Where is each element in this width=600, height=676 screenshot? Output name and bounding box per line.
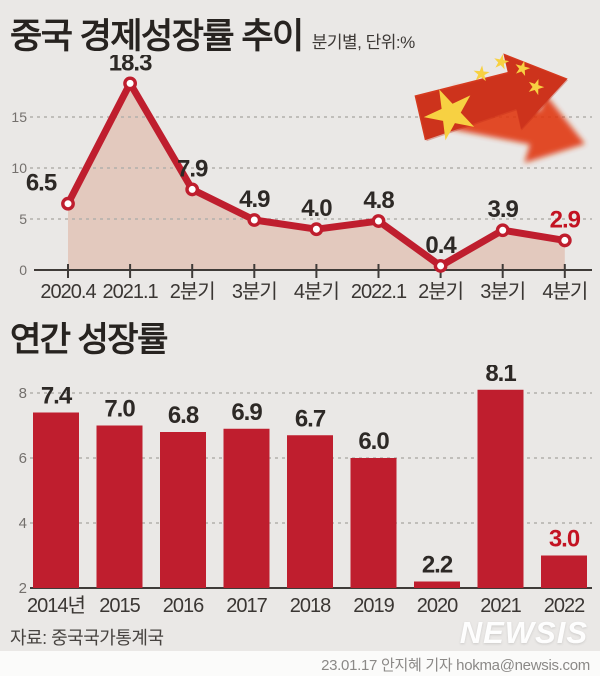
data-label: 6.7 [295,405,326,432]
bar [541,555,587,588]
x-axis-label: 2018 [290,595,331,617]
data-label: 4.9 [239,186,270,213]
page-subtitle: 분기별, 단위:% [311,33,416,52]
data-label: 4.8 [363,187,394,214]
data-point-marker [185,182,200,197]
data-point-marker [495,223,510,238]
x-axis-label: 2021 [480,595,521,617]
x-axis-label: 4분기 [294,280,339,303]
data-label: 0.4 [425,232,457,259]
x-axis-label: 2016 [163,595,204,617]
annual-section-title: 연간 성장률 [10,321,168,359]
data-point-marker [123,76,138,91]
data-label: 7.4 [41,383,73,410]
x-axis-label: 2020.4 [40,281,96,303]
bar [414,581,460,588]
x-axis-label: 2022 [544,595,585,617]
x-axis-label: 3분기 [232,280,277,303]
newsis-logo: NEWSIS [459,615,588,650]
y-tick-label: 4 [19,515,27,532]
data-point-marker [557,233,572,248]
bar [33,412,79,588]
data-label: 6.5 [26,170,57,197]
data-point-marker [247,213,262,227]
x-axis-label: 2022.1 [351,281,407,303]
data-label: 2.9 [550,206,581,233]
data-label: 2.2 [422,552,453,579]
x-axis-label: 2021.1 [103,281,159,303]
bar [287,435,333,588]
annual-bar-chart: 2 4 6 8 7.4 2014년 7.0 2015 6.8 2016 6.9 2017 6.7 2018… [19,365,592,617]
bar [477,389,524,588]
x-axis-label: 2분기 [170,280,215,303]
bar [160,432,206,588]
x-axis-label: 2017 [226,595,267,617]
x-axis-label: 4분기 [542,280,587,303]
data-label: 6.0 [358,428,389,455]
bar [223,428,270,588]
data-label: 3.9 [488,196,519,223]
x-axis-label: 2019 [353,595,394,617]
y-tick-label: 5 [19,211,27,227]
data-label: 3.0 [549,526,580,553]
data-point-marker [309,222,324,237]
data-label: 7.0 [104,396,135,423]
x-axis-label: 3분기 [480,280,525,303]
y-tick-label: 8 [19,385,27,402]
byline-credit: 23.01.17 안지혜 기자 hokma@newsis.com [321,657,590,674]
bar [350,458,397,588]
data-point-marker [371,214,386,228]
y-tick-label: 6 [19,450,27,467]
data-label: 7.9 [177,155,208,182]
x-axis-label: 2015 [99,595,140,617]
data-point-marker [61,196,75,211]
data-label: 4.0 [301,195,332,222]
data-point-marker [433,259,448,273]
y-tick-label: 15 [11,109,27,125]
footer-strip [0,651,600,676]
x-axis-label: 2020 [417,595,458,617]
china-flag-arrow-graphic [409,40,593,171]
source-note: 자료: 중국국가통계국 [10,628,164,648]
header: 중국 경제성장률 추이 분기별, 단위:% [10,8,415,59]
page-title: 중국 경제성장률 추이 [10,17,304,56]
y-tick-label: 2 [19,580,27,597]
quarterly-line-chart: 0 5 10 15 6.5 18.3 7.9 4.9 4.0 4.8 0.4 3.9 2.9 2020.4… [11,55,592,303]
data-label: 18.3 [109,55,152,76]
data-label: 8.1 [485,365,516,387]
area-fill [68,83,565,270]
data-label: 6.9 [231,399,262,426]
y-tick-label: 0 [19,262,27,278]
data-label: 6.8 [168,402,199,429]
bar [96,425,143,588]
x-axis-label: 2분기 [418,280,463,303]
y-tick-label: 10 [11,160,27,176]
x-axis-label: 2014년 [27,594,85,617]
